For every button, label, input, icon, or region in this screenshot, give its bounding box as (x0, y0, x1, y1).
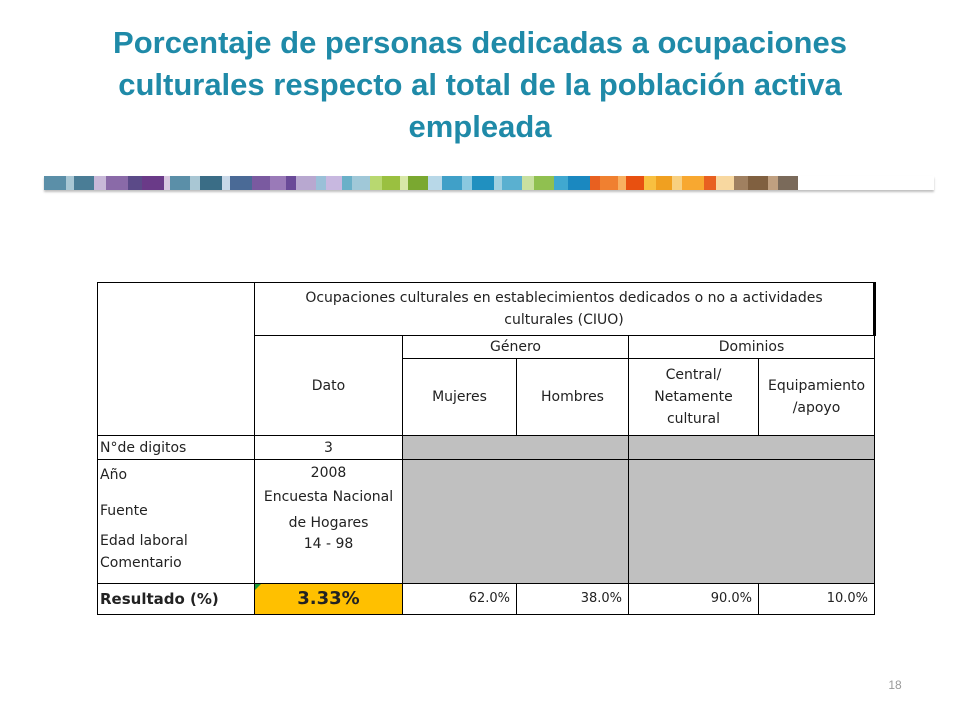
value-mujeres: 62.0% (402, 583, 517, 615)
value-edad: 14 - 98 (303, 536, 354, 552)
title-line-2: culturales respecto al total de la pobla… (118, 67, 842, 102)
indicator-table: Ocupaciones culturales en establecimient… (97, 282, 876, 615)
header-genero: Género (402, 335, 629, 359)
header-central: Central/ Netamente cultural (628, 358, 759, 436)
label-anio: Año (100, 467, 128, 483)
row-labels-metadata: Año Fuente Edad laboral Comentario (97, 459, 255, 584)
header-mujeres: Mujeres (402, 358, 517, 436)
value-resultado: 3.33% (254, 583, 403, 615)
gray-cell (402, 459, 629, 584)
label-comentario: Comentario (100, 555, 182, 571)
value-fuente: Encuesta Nacional de Hogares (263, 489, 394, 531)
metadata-values: 2008 Encuesta Nacional de Hogares 14 - 9… (254, 459, 403, 584)
value-hombres: 38.0% (516, 583, 629, 615)
header-equipamiento: Equipamiento /apoyo (758, 358, 875, 436)
row-label-digitos: N°de digitos (97, 435, 255, 460)
decorative-color-stripe (44, 176, 934, 190)
label-fuente: Fuente (100, 503, 148, 519)
gray-cell (402, 435, 629, 460)
header-dominios: Dominios (628, 335, 875, 359)
title-line-1: Porcentaje de personas dedicadas a ocupa… (113, 25, 847, 60)
corner-cell (97, 282, 255, 436)
gray-cell (628, 435, 875, 460)
header-main: Ocupaciones culturales en establecimient… (254, 282, 876, 336)
slide-title: Porcentaje de personas dedicadas a ocupa… (40, 22, 920, 148)
label-edad: Edad laboral (100, 533, 188, 549)
page-number: 18 (888, 678, 902, 692)
title-line-3: empleada (408, 109, 552, 144)
value-central: 90.0% (628, 583, 759, 615)
value-digitos: 3 (254, 435, 403, 460)
gray-cell (628, 459, 875, 584)
header-dato: Dato (254, 335, 403, 436)
value-anio: 2008 (310, 465, 347, 481)
header-hombres: Hombres (516, 358, 629, 436)
value-equipamiento: 10.0% (758, 583, 875, 615)
row-label-resultado: Resultado (%) (97, 583, 255, 615)
